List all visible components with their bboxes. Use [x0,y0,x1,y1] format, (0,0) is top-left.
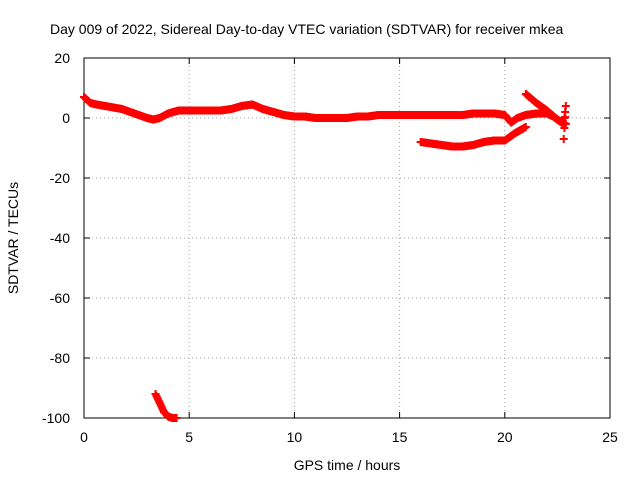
y-tick-label: -60 [50,290,70,306]
data-point [560,124,569,132]
x-tick-label: 5 [185,429,193,445]
tick-layer: 0 5 10 15 20 25 20 0 -20 -40 -60 -80 -100 [42,50,618,445]
data-point-layer [80,90,570,422]
data-point [172,414,181,422]
data-point [561,102,570,110]
y-tick-label: -80 [50,350,70,366]
y-tick-label: -100 [42,410,70,426]
x-tick-label: 20 [497,429,513,445]
x-tick-label: 25 [602,429,618,445]
x-tick-label: 15 [392,429,408,445]
y-tick-label: -40 [50,230,70,246]
x-axis-label: GPS time / hours [294,457,401,473]
x-tick-label: 10 [287,429,303,445]
x-tick-label: 0 [80,429,88,445]
y-tick-label: 0 [62,110,70,126]
data-point [521,123,530,131]
y-axis-label: SDTVAR / TECUs [5,182,21,294]
y-tick-label: -20 [50,170,70,186]
y-tick-label: 20 [54,50,70,66]
data-point [559,135,568,143]
data-point [561,113,570,121]
chart-title: Day 009 of 2022, Sidereal Day-to-day VTE… [50,21,563,37]
